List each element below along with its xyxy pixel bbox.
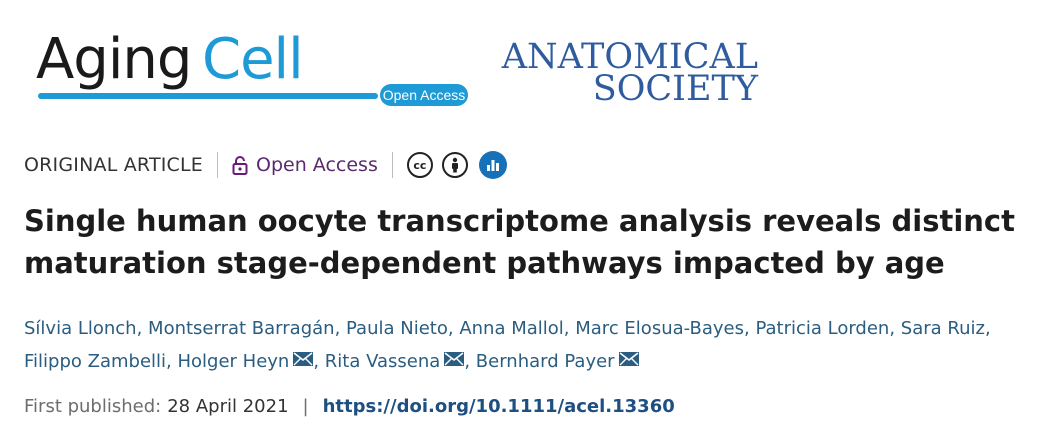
author-link[interactable]: Holger Heyn [177, 351, 314, 372]
doi-link[interactable]: https://doi.org/10.1111/acel.13360 [322, 396, 675, 417]
author-link[interactable]: Anna Mallol [459, 318, 563, 339]
author-name: Sílvia Llonch [24, 318, 137, 339]
open-access-link[interactable]: Open Access [256, 154, 378, 176]
author-link[interactable]: Rita Vassena [325, 351, 465, 372]
open-access-badge: Open Access [380, 84, 468, 106]
author-name: Paula Nieto [346, 318, 448, 339]
author-name: Rita Vassena [324, 351, 441, 372]
author-link[interactable]: Marc Elosua-Bayes [575, 318, 744, 339]
dimensions-icon[interactable] [478, 151, 507, 179]
by-icon[interactable] [441, 152, 468, 178]
email-icon[interactable] [618, 344, 639, 377]
author-name: Filippo Zambelli [24, 351, 167, 372]
author-separator: , [563, 318, 576, 339]
email-icon[interactable] [444, 344, 465, 377]
author-name: Marc Elosua-Bayes [575, 318, 744, 339]
meta-divider [217, 152, 219, 178]
author-separator: , [889, 318, 901, 339]
logo-underline [38, 93, 378, 99]
author-separator: , [464, 351, 476, 372]
lock-icon [232, 155, 248, 175]
aging-cell-logo[interactable]: Aging Cell Open Access [36, 20, 468, 112]
society-line-1: ANATOMICAL [501, 37, 758, 77]
author-link[interactable]: Paula Nieto [346, 318, 448, 339]
author-separator: , [136, 318, 149, 339]
publication-date: 28 April 2021 [167, 396, 289, 417]
author-name: Holger Heyn [177, 351, 290, 372]
author-name: Sara Ruiz [900, 318, 985, 339]
article-meta-row: ORIGINAL ARTICLE Open Access cc [24, 148, 507, 182]
pub-separator: | [302, 396, 309, 417]
license-icons[interactable]: cc [406, 151, 507, 179]
cc-icon[interactable]: cc [406, 152, 433, 178]
author-separator: , [447, 318, 460, 339]
author-link[interactable]: Filippo Zambelli [24, 351, 166, 372]
author-link[interactable]: Bernhard Payer [476, 351, 639, 372]
meta-divider [391, 152, 393, 178]
first-published-label: First published: [24, 396, 162, 417]
author-separator: , [334, 318, 347, 339]
author-separator: , [743, 318, 756, 339]
author-link[interactable]: Sílvia Llonch [24, 318, 137, 339]
author-separator: , [984, 318, 991, 339]
author-link[interactable]: Sara Ruiz [901, 318, 985, 339]
author-separator: , [166, 351, 178, 372]
author-link[interactable]: Patricia Lorden [755, 318, 889, 339]
author-name: Anna Mallol [459, 318, 564, 339]
author-link[interactable]: Montserrat Barragán [148, 318, 335, 339]
email-icon[interactable] [293, 344, 314, 377]
article-title: Single human oocyte transcriptome analys… [24, 204, 1015, 280]
logo-word-cell: Cell [202, 27, 304, 92]
author-name: Montserrat Barragán [148, 318, 335, 339]
author-separator: , [313, 351, 325, 372]
article-type: ORIGINAL ARTICLE [24, 154, 204, 176]
logo-word-aging: Aging [36, 27, 192, 92]
author-list: Sílvia Llonch, Montserrat Barragán, Paul… [24, 312, 1054, 378]
publication-info: First published: 28 April 2021 | https:/… [24, 393, 675, 421]
anatomical-society-logo[interactable]: ANATOMICAL SOCIETY [490, 37, 758, 107]
author-name: Bernhard Payer [475, 351, 615, 372]
society-line-2: SOCIETY [592, 69, 758, 109]
author-name: Patricia Lorden [755, 318, 890, 339]
